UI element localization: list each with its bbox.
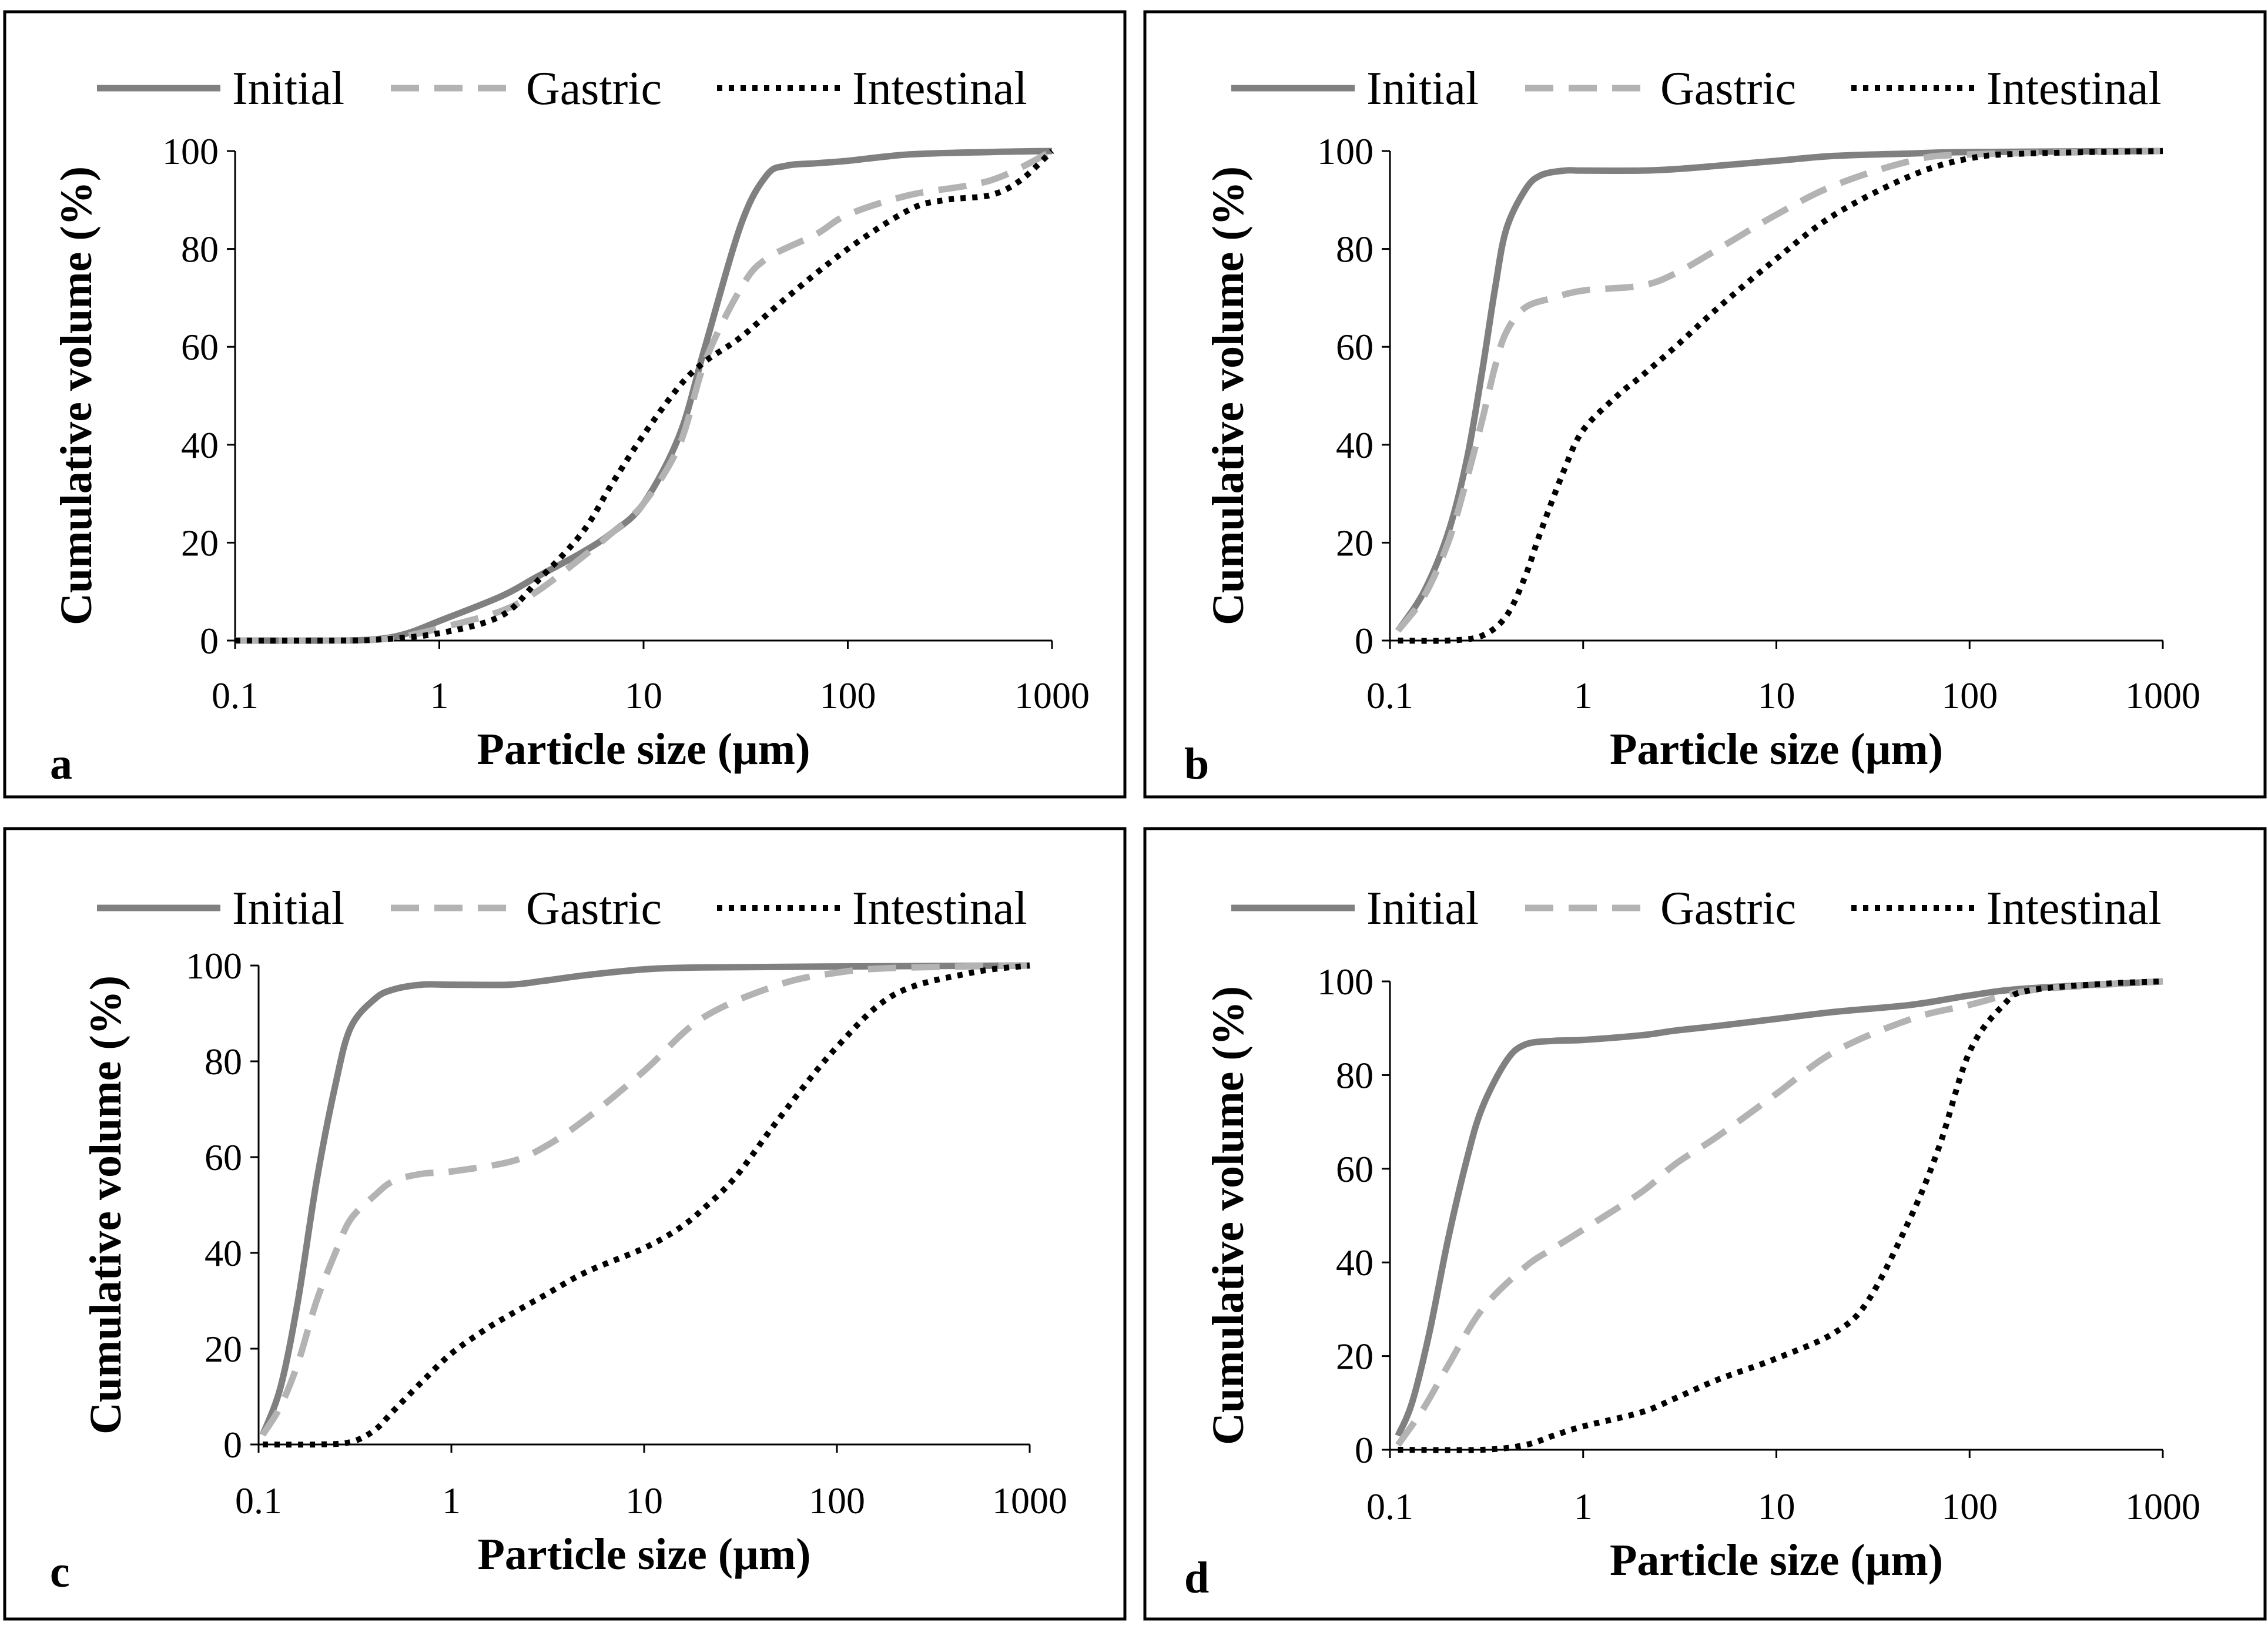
series-line-gastric [234, 148, 1054, 644]
x-tick-label: 100 [1941, 1486, 1998, 1527]
y-tick-label: 60 [1336, 1148, 1373, 1190]
x-tick-label: 0.1 [1366, 1486, 1413, 1527]
panel-letter: a [50, 739, 72, 789]
y-tick-label: 0 [200, 620, 219, 662]
panel-b: 0 20 40 60 80 100 0.1 1 10 100 1000 Particle size (… [1143, 10, 2267, 799]
series-line-intestinal [1398, 148, 2163, 644]
x-axis-title: Particle size (µm) [1610, 725, 1943, 774]
legend-label-initial: Initial [232, 63, 344, 115]
y-tick-label: 80 [1336, 229, 1373, 270]
series-line-intestinal [1398, 978, 2163, 1453]
y-tick-label: 100 [1317, 961, 1373, 1003]
x-tick-label: 10 [1758, 1486, 1795, 1527]
y-tick-label: 80 [181, 229, 219, 270]
legend-label-intestinal: Intestinal [1986, 63, 2162, 115]
legend: Initial Gastric Intestinal [97, 883, 1027, 934]
x-tick-label: 100 [809, 1480, 865, 1521]
panel-frame [3, 827, 1127, 1621]
y-tick-label: 0 [223, 1424, 242, 1466]
y-tick-label: 80 [205, 1041, 242, 1082]
y-axis-title: Cumulative volume (%) [52, 166, 101, 625]
x-tick-label: 10 [625, 675, 662, 716]
x-axis-title: Particle size (µm) [477, 725, 810, 774]
panel-d: 0 20 40 60 80 100 0.1 1 10 100 1000 Particle size (… [1143, 827, 2267, 1621]
x-tick-label: 1000 [2125, 1486, 2200, 1527]
series-line-gastric [260, 962, 1030, 1437]
y-tick-label: 60 [1336, 326, 1373, 368]
panel-frame [1143, 827, 2267, 1621]
y-tick-label: 20 [181, 522, 219, 564]
y-axis-title: Cumulative volume (%) [81, 976, 130, 1434]
legend: Initial Gastric Intestinal [97, 63, 1027, 115]
legend: Initial Gastric Intestinal [1231, 63, 2162, 115]
y-tick-label: 100 [1317, 130, 1373, 172]
legend-label-gastric: Gastric [526, 883, 662, 934]
x-tick-label: 1 [1574, 675, 1593, 716]
y-tick-label: 0 [1355, 620, 1373, 662]
y-tick-label: 40 [1336, 1242, 1373, 1283]
y-tick-label: 60 [181, 326, 219, 368]
y-axis-title: Cumulative volume (%) [1204, 986, 1253, 1445]
legend-label-intestinal: Intestinal [852, 63, 1027, 115]
series-line-gastric [1395, 978, 2163, 1447]
x-axis-title: Particle size (µm) [477, 1530, 810, 1579]
x-tick-label: 10 [625, 1480, 663, 1521]
panel-c: 0 20 40 60 80 100 0.1 1 10 100 1000 Particle size (… [3, 827, 1127, 1621]
x-tick-label: 1000 [992, 1480, 1067, 1521]
y-tick-label: 40 [181, 424, 219, 466]
y-tick-label: 20 [205, 1328, 242, 1370]
x-tick-label: 0.1 [212, 675, 259, 716]
legend-label-gastric: Gastric [1660, 63, 1796, 115]
y-tick-label: 60 [205, 1137, 242, 1178]
x-tick-label: 0.1 [1366, 675, 1413, 716]
series-line-intestinal [234, 149, 1054, 644]
legend-label-initial: Initial [1366, 883, 1479, 934]
x-tick-label: 1 [1574, 1486, 1593, 1527]
y-tick-label: 100 [186, 945, 242, 987]
series-line-initial [259, 962, 1030, 1436]
panel-letter: d [1184, 1553, 1209, 1603]
panel-frame [3, 10, 1127, 799]
y-tick-label: 40 [1336, 424, 1373, 466]
x-tick-label: 10 [1758, 675, 1795, 716]
x-tick-label: 1000 [2125, 675, 2200, 716]
legend-label-intestinal: Intestinal [1986, 883, 2162, 934]
series-line-initial [1395, 148, 2163, 633]
legend-label-gastric: Gastric [1660, 883, 1796, 934]
y-tick-label: 0 [1355, 1429, 1373, 1471]
legend-label-intestinal: Intestinal [852, 883, 1027, 934]
legend: Initial Gastric Intestinal [1231, 883, 2162, 934]
panel-letter: c [50, 1547, 70, 1597]
series-line-initial [1395, 978, 2163, 1437]
legend-label-initial: Initial [1366, 63, 1479, 115]
x-tick-label: 1 [430, 675, 449, 716]
x-tick-label: 0.1 [235, 1480, 282, 1521]
y-tick-label: 80 [1336, 1054, 1373, 1096]
x-tick-label: 100 [1941, 675, 1998, 716]
legend-label-gastric: Gastric [526, 63, 662, 115]
panel-letter: b [1184, 739, 1209, 789]
legend-label-initial: Initial [232, 883, 344, 934]
y-tick-label: 20 [1336, 522, 1373, 564]
y-tick-label: 20 [1336, 1336, 1373, 1377]
x-axis-title: Particle size (µm) [1610, 1536, 1943, 1585]
x-tick-label: 1000 [1014, 675, 1090, 716]
panel-a: 0 20 40 60 80 100 0.1 1 10 100 1000 Particle size (… [3, 10, 1127, 799]
panel-frame [1143, 10, 2267, 799]
y-tick-label: 100 [162, 130, 219, 172]
x-tick-label: 1 [442, 1480, 461, 1521]
y-tick-label: 40 [205, 1232, 242, 1274]
y-axis-title: Cumulative volume (%) [1204, 166, 1253, 625]
x-tick-label: 100 [820, 675, 876, 716]
